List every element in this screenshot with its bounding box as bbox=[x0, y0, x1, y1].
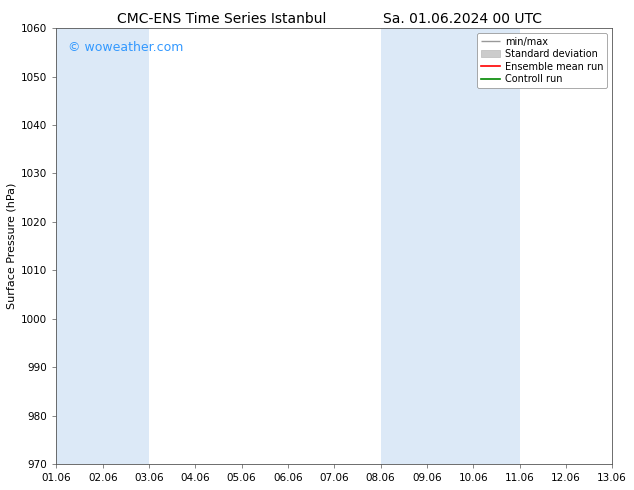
Text: © woweather.com: © woweather.com bbox=[67, 41, 183, 54]
Text: CMC-ENS Time Series Istanbul: CMC-ENS Time Series Istanbul bbox=[117, 12, 327, 26]
Bar bbox=[380, 28, 519, 464]
Bar bbox=[56, 28, 149, 464]
Text: Sa. 01.06.2024 00 UTC: Sa. 01.06.2024 00 UTC bbox=[384, 12, 542, 26]
Legend: min/max, Standard deviation, Ensemble mean run, Controll run: min/max, Standard deviation, Ensemble me… bbox=[477, 33, 607, 88]
Y-axis label: Surface Pressure (hPa): Surface Pressure (hPa) bbox=[7, 183, 17, 309]
